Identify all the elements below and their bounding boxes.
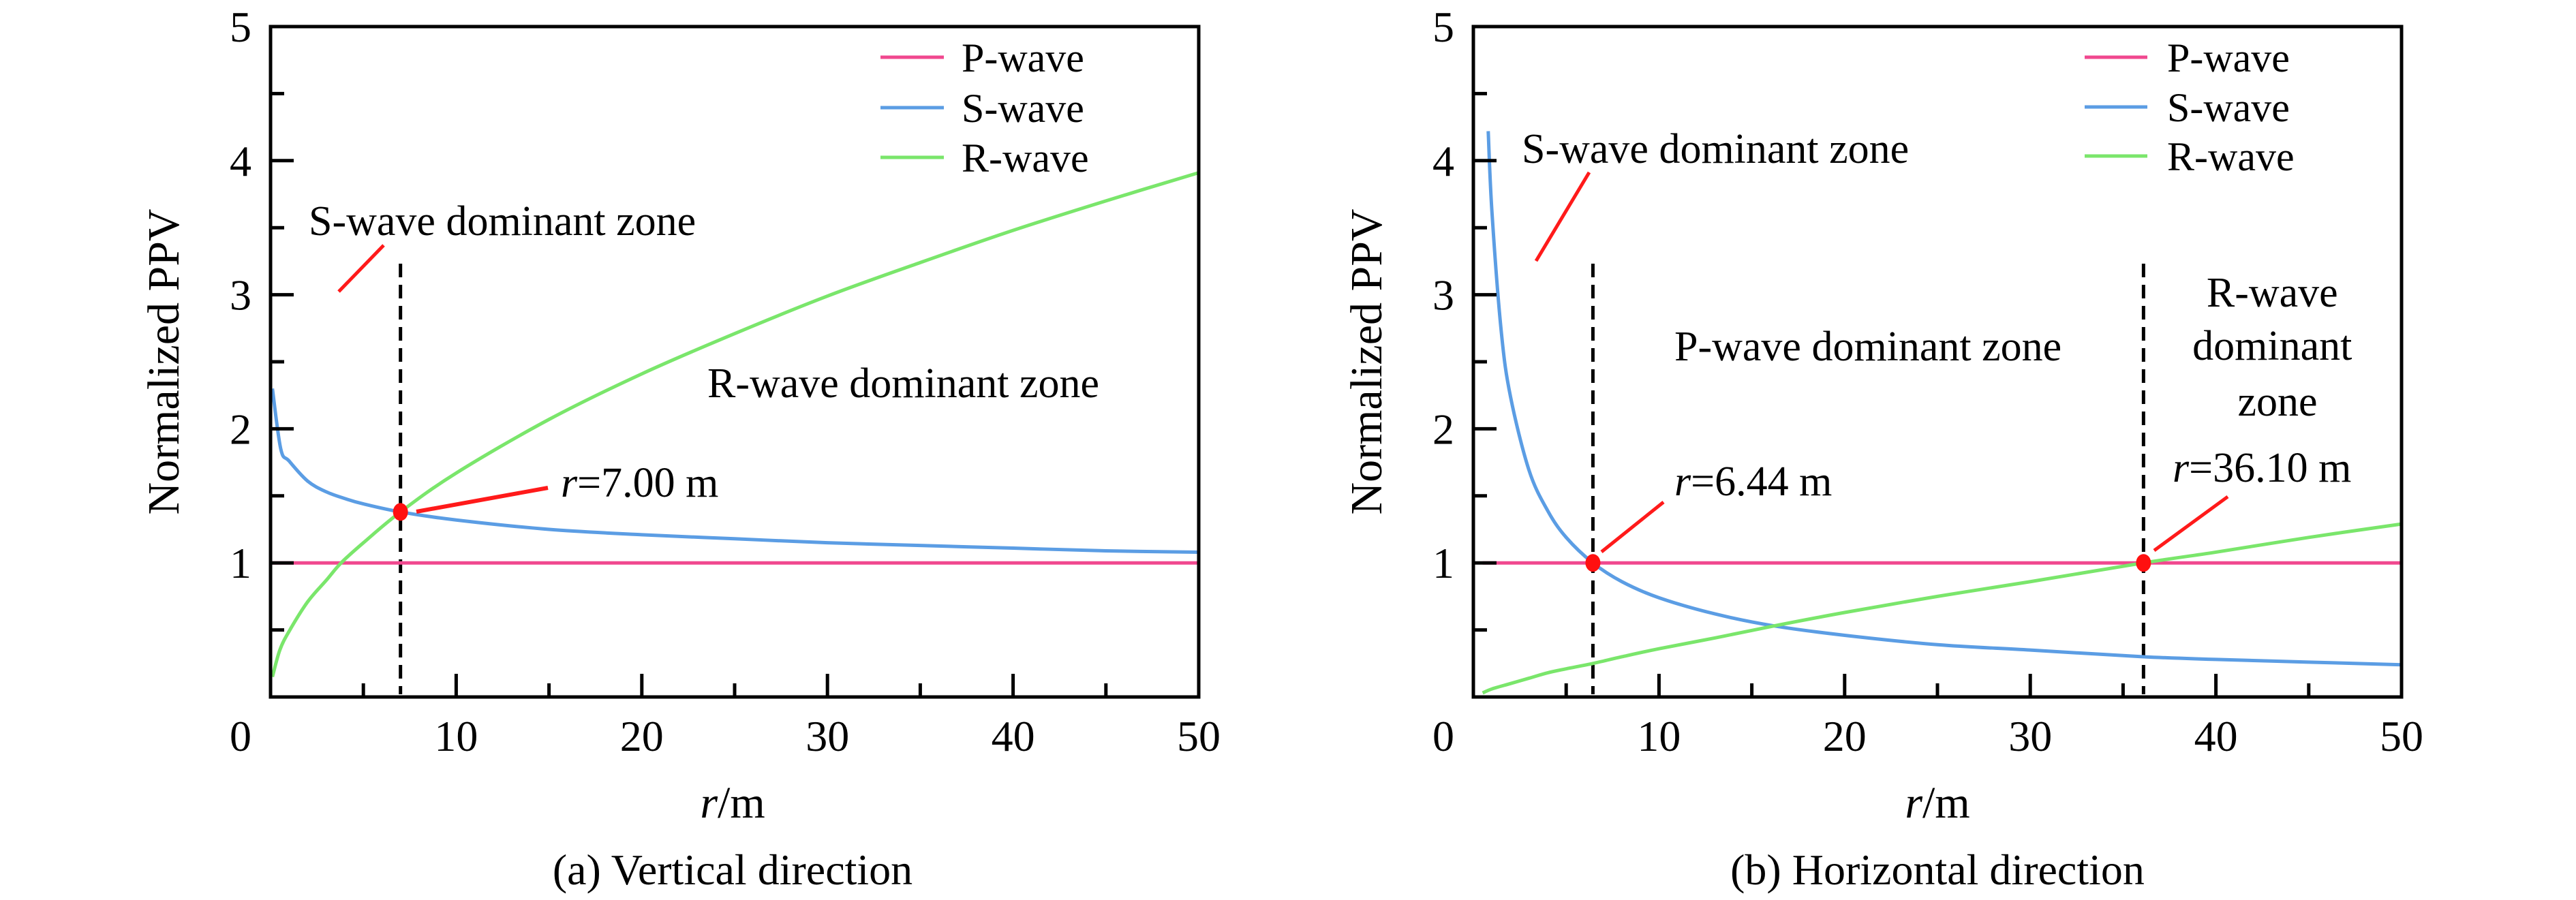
panel-b-p-zone-label: P-wave dominant zone bbox=[1674, 324, 2061, 370]
panel-b-tick-labels: 0 10 20 30 40 50 1 2 3 4 5 bbox=[1432, 3, 2423, 760]
intersection-marker bbox=[393, 503, 408, 521]
x-tick-label: 30 bbox=[806, 712, 849, 760]
panel-b-r-zone-label: R-wave dominant zone bbox=[2192, 270, 2363, 425]
x-tick-label: 50 bbox=[1177, 712, 1221, 760]
panel-a-marker-pointer bbox=[416, 486, 549, 514]
panel-b-s-zone-pointer bbox=[1534, 171, 1591, 262]
y-tick-label: 4 bbox=[230, 137, 251, 185]
panel-a-marker-label-var: r bbox=[561, 460, 578, 506]
panel-b-marker1-label-var: r bbox=[1674, 459, 1691, 505]
panel-b-s-zone-label: S-wave dominant zone bbox=[1522, 126, 1909, 172]
panel-a-s-zone-pointer bbox=[337, 244, 385, 293]
panel-b-caption: (b) Horizontal direction bbox=[1730, 845, 2145, 894]
x-tick-label: 20 bbox=[1823, 712, 1867, 760]
panel-b-r-zone-line2: dominant bbox=[2192, 323, 2352, 369]
panel-b-r-zone-line3: zone bbox=[2237, 379, 2317, 425]
legend-label-p-wave: P-wave bbox=[962, 35, 1084, 80]
x-tick-label: 10 bbox=[1637, 712, 1681, 760]
x-tick-label: 10 bbox=[434, 712, 478, 760]
panel-b-y-axis-title: Normalized PPV bbox=[1342, 208, 1392, 514]
x-tick-label: 30 bbox=[2008, 712, 2052, 760]
panel-a-tick-labels: 0 10 20 30 40 50 1 2 3 4 5 bbox=[230, 3, 1221, 760]
legend-label-r-wave: R-wave bbox=[962, 136, 1089, 181]
legend-item-r-wave: R-wave bbox=[2085, 134, 2295, 179]
panel-b-r-zone-line1: R-wave bbox=[2207, 270, 2338, 316]
panel-a-marker-label: r=7.00 m bbox=[561, 460, 718, 506]
panel-b-x-axis-unit: /m bbox=[1922, 778, 1970, 828]
series-line-r-wave bbox=[1482, 522, 2402, 695]
panel-b-axes-frame bbox=[1471, 25, 2404, 699]
series-line-s-wave bbox=[271, 388, 1199, 554]
panel-b-marker1-pointer bbox=[1600, 501, 1665, 553]
panel-b-marker2-label: r=36.10 m bbox=[2173, 445, 2351, 491]
panel-a-marker-label-value: =7.00 m bbox=[577, 460, 718, 506]
panel-b-marker1-label: r=6.44 m bbox=[1674, 459, 1832, 505]
panel-b-marker2-label-var: r bbox=[2173, 445, 2190, 491]
y-tick-label: 3 bbox=[230, 271, 251, 320]
panel-a-curves bbox=[271, 171, 1199, 694]
intersection-marker bbox=[1585, 554, 1601, 572]
panel-a-x-axis-title: r/m bbox=[700, 778, 765, 828]
y-tick-label: 2 bbox=[1432, 405, 1454, 453]
panel-b-curves bbox=[1482, 131, 2402, 695]
x-tick-label: 50 bbox=[2380, 712, 2423, 760]
panel-a-r-zone-label: R-wave dominant zone bbox=[707, 360, 1099, 407]
panel-b-x-axis-title: r/m bbox=[1905, 778, 1969, 828]
legend-item-s-wave: S-wave bbox=[2085, 85, 2290, 130]
panel-a-x-axis-var: r bbox=[700, 778, 718, 828]
x-tick-label: 40 bbox=[2194, 712, 2238, 760]
panel-a-s-zone-label: S-wave dominant zone bbox=[309, 198, 696, 245]
panel-b-marker2-pointer bbox=[2153, 495, 2229, 553]
legend-item-s-wave: S-wave bbox=[880, 86, 1084, 131]
legend-item-r-wave: R-wave bbox=[880, 136, 1089, 181]
panel-b-x-axis-var: r bbox=[1905, 778, 1922, 828]
y-tick-label: 5 bbox=[1432, 3, 1454, 51]
panel-b-horizontal: 0 10 20 30 40 50 1 2 3 4 5 Normalized PPV r/m (b) … bbox=[1342, 3, 2423, 894]
y-tick-label: 1 bbox=[1432, 539, 1454, 587]
x-tick-label: 40 bbox=[992, 712, 1035, 760]
panel-a-axes-frame bbox=[269, 25, 1201, 699]
intersection-marker bbox=[2136, 554, 2151, 572]
panel-a-vertical: 0 10 20 30 40 50 1 2 3 4 5 Normalized PPV r/m (a) … bbox=[139, 3, 1221, 894]
panel-b-legend: P-wave S-wave R-wave bbox=[2085, 35, 2295, 179]
y-tick-label: 2 bbox=[230, 405, 251, 453]
legend-label-s-wave: S-wave bbox=[962, 86, 1084, 131]
panel-b-marker2-label-value: =36.10 m bbox=[2189, 445, 2351, 491]
y-tick-label: 5 bbox=[230, 3, 251, 51]
legend-label-s-wave: S-wave bbox=[2167, 85, 2290, 130]
panel-a-caption: (a) Vertical direction bbox=[553, 845, 913, 894]
y-tick-label: 4 bbox=[1432, 137, 1454, 185]
x-tick-label: 20 bbox=[620, 712, 664, 760]
legend-item-p-wave: P-wave bbox=[2085, 35, 2290, 80]
panel-b-marker1-label-value: =6.44 m bbox=[1691, 459, 1832, 505]
series-line-r-wave bbox=[271, 171, 1199, 678]
panel-a-legend: P-wave S-wave R-wave bbox=[880, 35, 1089, 181]
panel-a-x-axis-unit: /m bbox=[718, 778, 765, 828]
panel-a-ticks bbox=[271, 91, 1108, 697]
panel-b-ticks bbox=[1473, 91, 2311, 697]
y-tick-label: 3 bbox=[1432, 271, 1454, 320]
legend-label-p-wave: P-wave bbox=[2167, 35, 2290, 80]
y-tick-label: 1 bbox=[230, 539, 251, 587]
series-line-s-wave bbox=[1486, 131, 2402, 667]
panel-a-y-axis-title: Normalized PPV bbox=[139, 208, 189, 514]
x-tick-label: 0 bbox=[230, 712, 251, 760]
legend-item-p-wave: P-wave bbox=[880, 35, 1084, 80]
x-tick-label: 0 bbox=[1432, 712, 1454, 760]
legend-label-r-wave: R-wave bbox=[2167, 134, 2295, 179]
